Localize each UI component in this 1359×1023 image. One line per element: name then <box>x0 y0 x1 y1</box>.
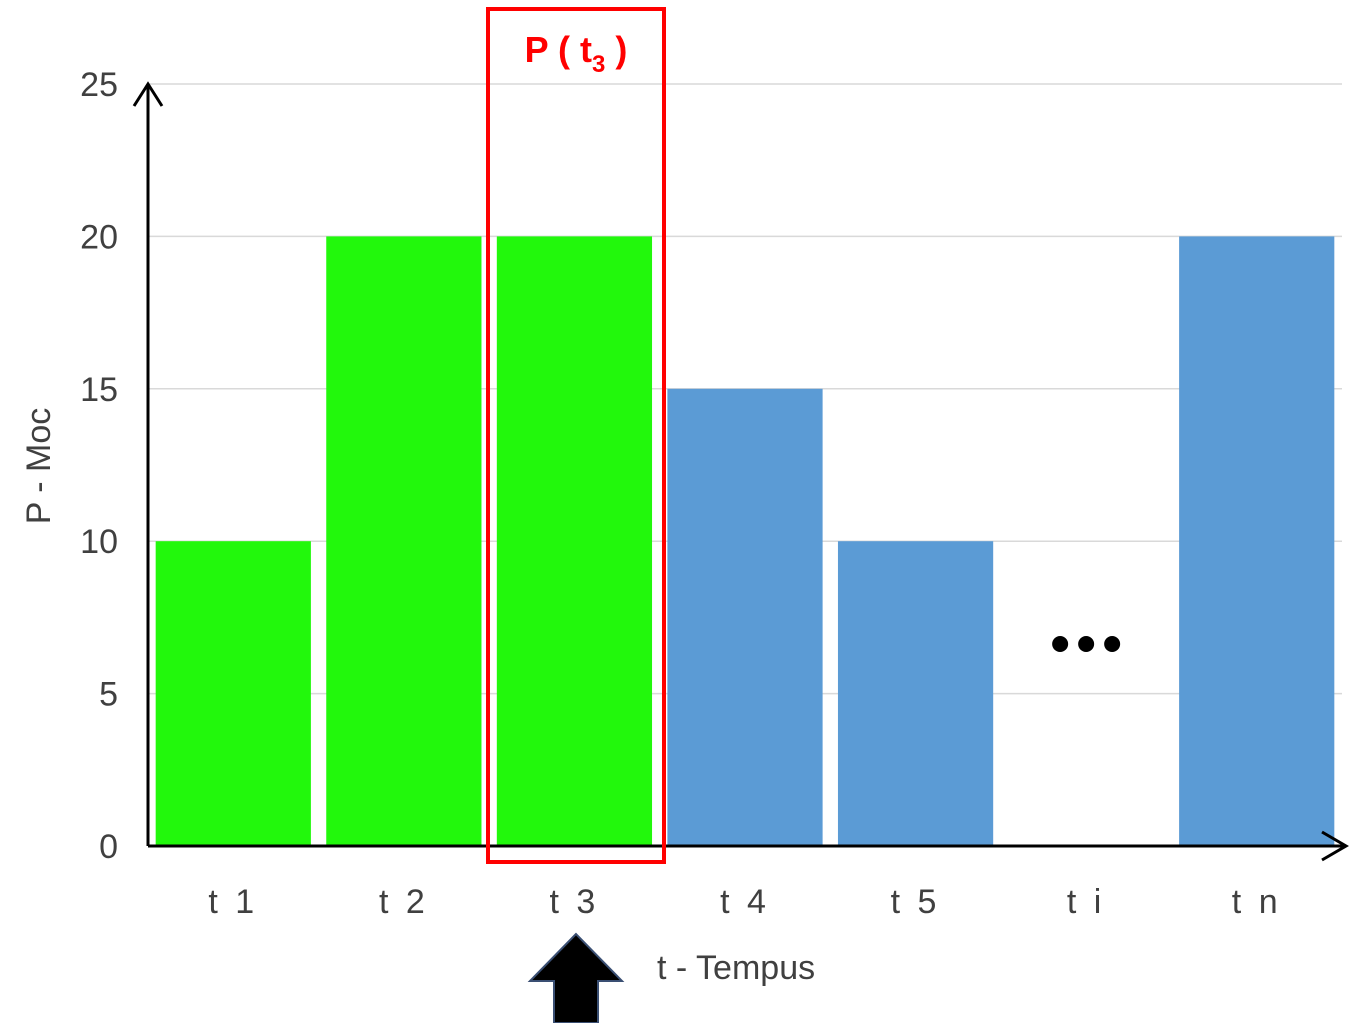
x-tick-label: t n <box>1232 883 1282 921</box>
highlight-label-main: P ( t <box>525 29 592 70</box>
x-tick-label: t 3 <box>550 883 600 921</box>
bar-tn <box>1179 236 1335 846</box>
bars <box>155 236 1335 846</box>
ellipsis-dot <box>1078 636 1095 652</box>
y-tick-label: 20 <box>80 218 118 256</box>
up-arrow-icon <box>527 932 625 1023</box>
ellipsis-dots <box>1052 636 1121 652</box>
y-tick-label: 15 <box>80 371 118 409</box>
y-tick-label: 25 <box>80 66 118 104</box>
y-tick-label: 10 <box>80 523 118 561</box>
x-axis-title: t - Tempus <box>657 949 815 987</box>
ellipsis-dot <box>1104 636 1121 652</box>
y-axis-arrowhead <box>132 81 164 107</box>
x-tick-labels: t 1 t 2 t 3 t 4 t 5 t i t n <box>208 883 1282 921</box>
y-tick-label: 5 <box>99 676 118 714</box>
x-tick-label: t 4 <box>720 883 770 921</box>
x-tick-label: t i <box>1067 883 1105 921</box>
x-tick-label: t 1 <box>208 883 258 921</box>
y-tick-label: 0 <box>99 828 118 866</box>
ellipsis-dot <box>1052 636 1069 652</box>
y-tick-labels: 0 5 10 15 20 25 <box>80 66 118 866</box>
x-tick-label: t 5 <box>891 883 941 921</box>
highlight-label-sub: 3 <box>592 51 605 78</box>
highlight-label-close: ) <box>605 29 627 70</box>
y-axis-title: P - Moc <box>20 408 58 525</box>
bar-t2 <box>326 236 482 846</box>
bar-t5 <box>837 541 994 846</box>
bar-t3 <box>496 236 653 846</box>
highlight-label: P ( t3 ) <box>525 29 628 78</box>
x-axis-arrowhead <box>1321 830 1349 862</box>
axes <box>132 81 1349 862</box>
bar-t4 <box>667 388 823 846</box>
highlight-box <box>486 7 666 864</box>
bar-t1 <box>155 541 311 846</box>
x-tick-label: t 2 <box>379 883 429 921</box>
